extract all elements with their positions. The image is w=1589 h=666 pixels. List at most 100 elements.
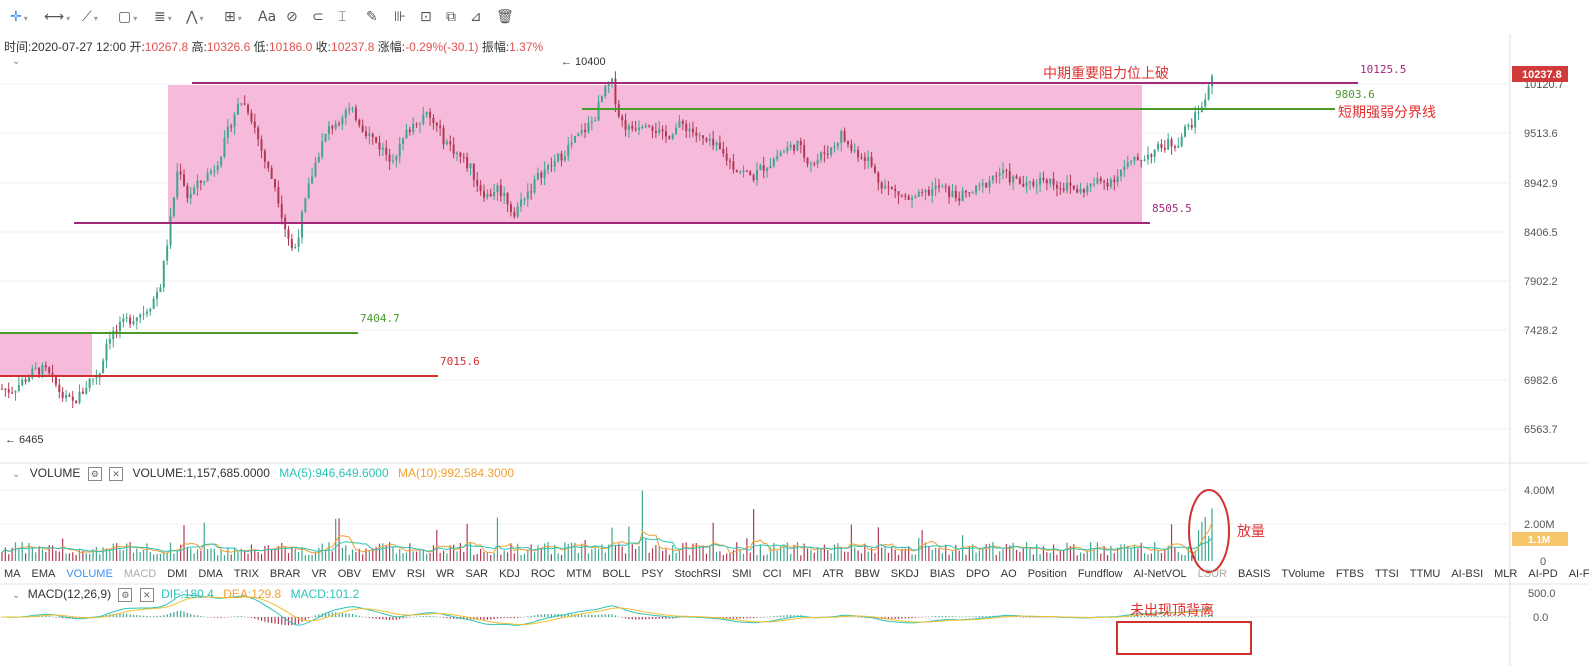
indicator-tab-cci[interactable]: CCI — [762, 568, 782, 580]
volume-bar — [1066, 542, 1068, 561]
candle-body — [358, 119, 361, 126]
candle-body — [503, 193, 506, 196]
copy-tool-icon[interactable]: ⧉ — [446, 9, 456, 25]
fib-tool-icon[interactable]: ≣ ▾ — [154, 9, 172, 25]
indicator-tab-psy[interactable]: PSY — [641, 568, 664, 580]
indicator-tab-position[interactable]: Position — [1027, 568, 1067, 580]
brush-tool-icon[interactable]: ✎ — [366, 9, 378, 25]
pattern-tool-icon[interactable]: ⊘ — [286, 9, 298, 25]
indicator-tab-obv[interactable]: OBV — [337, 568, 361, 580]
indicator-tab-dma[interactable]: DMA — [198, 568, 223, 580]
dropdown-caret-icon[interactable]: ▾ — [93, 14, 98, 23]
wave-tool-icon[interactable]: ⋀ ▾ — [186, 9, 204, 25]
macd-settings-gear-icon[interactable]: ⚙ — [118, 587, 133, 602]
indicator-tab-smi[interactable]: SMI — [732, 568, 752, 580]
volume-close-icon[interactable]: ✕ — [109, 466, 124, 481]
macd-histogram-bar — [587, 614, 590, 617]
candle-body — [1190, 124, 1193, 128]
screenshot-tool-icon[interactable]: ⊿ — [470, 9, 482, 25]
macd-histogram-bar — [1002, 615, 1004, 617]
ruler-tool-icon[interactable]: ⌶ — [338, 9, 347, 25]
volume-bar — [1100, 553, 1102, 561]
macd-collapse-chevron-icon[interactable]: ⌄ — [12, 590, 21, 601]
indicator-tab-rsi[interactable]: RSI — [406, 568, 426, 580]
candle-body — [459, 152, 462, 157]
text-tool-icon[interactable]: Aa — [258, 9, 277, 25]
indicator-tab-brar[interactable]: BRAR — [269, 568, 301, 580]
drawing-toolbar: ✛ ▾ ⟷ ▾ ⟋ ▾ ▢ ▾ ≣ ▾ ⋀ ▾ ⊞ ▾ Aa ⊘ ⊂ ⌶ ✎ ⊪ ⊡ ⧉ ⊿ 🗑 — [0, 0, 1589, 34]
indicator-tab-skdj[interactable]: SKDJ — [890, 568, 919, 580]
volume-bar — [196, 549, 199, 561]
indicator-tab-ai-netvol[interactable]: AI-NetVOL — [1133, 568, 1187, 580]
indicator-tab-macd[interactable]: MACD — [123, 568, 157, 580]
dropdown-caret-icon[interactable]: ▾ — [167, 14, 172, 23]
indicator-tab-ma[interactable]: MA — [4, 568, 21, 580]
macd-histogram-bar — [968, 616, 970, 617]
candle-body — [722, 148, 725, 154]
volume-bar — [1090, 542, 1092, 561]
indicator-tab-ai-bsi[interactable]: AI-BSI — [1451, 568, 1484, 580]
indicator-tab-ai-fdi[interactable]: AI-FDI — [1568, 568, 1589, 580]
horizontal-line-tool-icon[interactable]: ⟷ ▾ — [44, 9, 71, 25]
indicator-tab-roc[interactable]: ROC — [530, 568, 556, 580]
indicator-tab-lsur[interactable]: LSUR — [1197, 568, 1227, 580]
indicator-tab-volume[interactable]: VOLUME — [66, 568, 113, 580]
indicator-tab-ai-pd[interactable]: AI-PD — [1528, 568, 1558, 580]
indicator-tab-sar[interactable]: SAR — [465, 568, 489, 580]
indicator-tab-vr[interactable]: VR — [311, 568, 327, 580]
trend-line-tool-icon[interactable]: ⟋ ▾ — [82, 9, 98, 25]
macd-histogram-bar — [496, 617, 499, 619]
indicator-tab-mlr[interactable]: MLR — [1494, 568, 1518, 580]
volume-bar — [719, 551, 721, 561]
indicator-tab-atr[interactable]: ATR — [822, 568, 844, 580]
volume-settings-gear-icon[interactable]: ⚙ — [87, 466, 102, 481]
price-chart[interactable]: 10125.5 9803.6 8505.5 7404.7 7015.6 中期重要… — [0, 34, 1589, 666]
volume-bar — [978, 550, 981, 561]
dropdown-caret-icon[interactable]: ▾ — [23, 14, 28, 23]
bars-tool-icon[interactable]: ⊪ — [394, 9, 407, 25]
volume-bar — [736, 542, 738, 561]
indicator-tab-ftbs[interactable]: FTBS — [1335, 568, 1364, 580]
volume-collapse-chevron-icon[interactable]: ⌄ — [12, 469, 21, 480]
crosshair-tool-icon[interactable]: ✛ ▾ — [10, 9, 28, 25]
volume-bar — [1076, 555, 1078, 561]
magnet-tool-icon[interactable]: ⊂ — [312, 9, 324, 25]
main-collapse-chevron-icon[interactable]: ⌄ — [12, 56, 21, 67]
indicator-tab-emv[interactable]: EMV — [371, 568, 396, 580]
indicator-tab-basis[interactable]: BASIS — [1238, 568, 1271, 580]
indicator-tab-wr[interactable]: WR — [436, 568, 455, 580]
dropdown-caret-icon[interactable]: ▾ — [199, 14, 204, 23]
volume-bar — [908, 546, 910, 561]
indicator-tab-mfi[interactable]: MFI — [792, 568, 812, 580]
indicator-tab-dmi[interactable]: DMI — [167, 568, 188, 580]
indicator-tab-boll[interactable]: BOLL — [602, 568, 631, 580]
lock-tool-icon[interactable]: ⊡ — [420, 9, 432, 25]
candle-body — [718, 142, 721, 149]
indicator-tab-ttmu[interactable]: TTMU — [1409, 568, 1441, 580]
delete-tool-icon[interactable]: 🗑 — [496, 9, 514, 25]
volume-bar — [294, 548, 296, 561]
indicator-tab-bias[interactable]: BIAS — [929, 568, 955, 580]
macd-histogram-bar — [1029, 617, 1031, 618]
candle-body — [813, 163, 816, 165]
indicator-tab-ema[interactable]: EMA — [31, 568, 56, 580]
indicator-tab-trix[interactable]: TRIX — [233, 568, 259, 580]
indicator-tab-ao[interactable]: AO — [1000, 568, 1017, 580]
indicator-tab-stochrsi[interactable]: StochRSI — [674, 568, 722, 580]
indicator-tab-ttsi[interactable]: TTSI — [1374, 568, 1399, 580]
measure-tool-icon[interactable]: ⊞ ▾ — [224, 9, 242, 25]
indicator-tab-bbw[interactable]: BBW — [854, 568, 880, 580]
indicator-tab-fundflow[interactable]: Fundflow — [1077, 568, 1123, 580]
rectangle-tool-icon[interactable]: ▢ ▾ — [118, 9, 138, 25]
indicator-tab-mtm[interactable]: MTM — [566, 568, 592, 580]
candle-body — [823, 152, 826, 154]
dropdown-caret-icon[interactable]: ▾ — [133, 14, 138, 23]
indicator-tab-kdj[interactable]: KDJ — [499, 568, 520, 580]
indicator-tab-dpo[interactable]: DPO — [965, 568, 990, 580]
candle-body — [759, 165, 762, 170]
volume-bar — [742, 553, 745, 561]
dropdown-caret-icon[interactable]: ▾ — [66, 14, 71, 23]
dropdown-caret-icon[interactable]: ▾ — [237, 14, 242, 23]
macd-close-icon[interactable]: ✕ — [139, 587, 154, 602]
indicator-tab-tvolume[interactable]: TVolume — [1281, 568, 1325, 580]
